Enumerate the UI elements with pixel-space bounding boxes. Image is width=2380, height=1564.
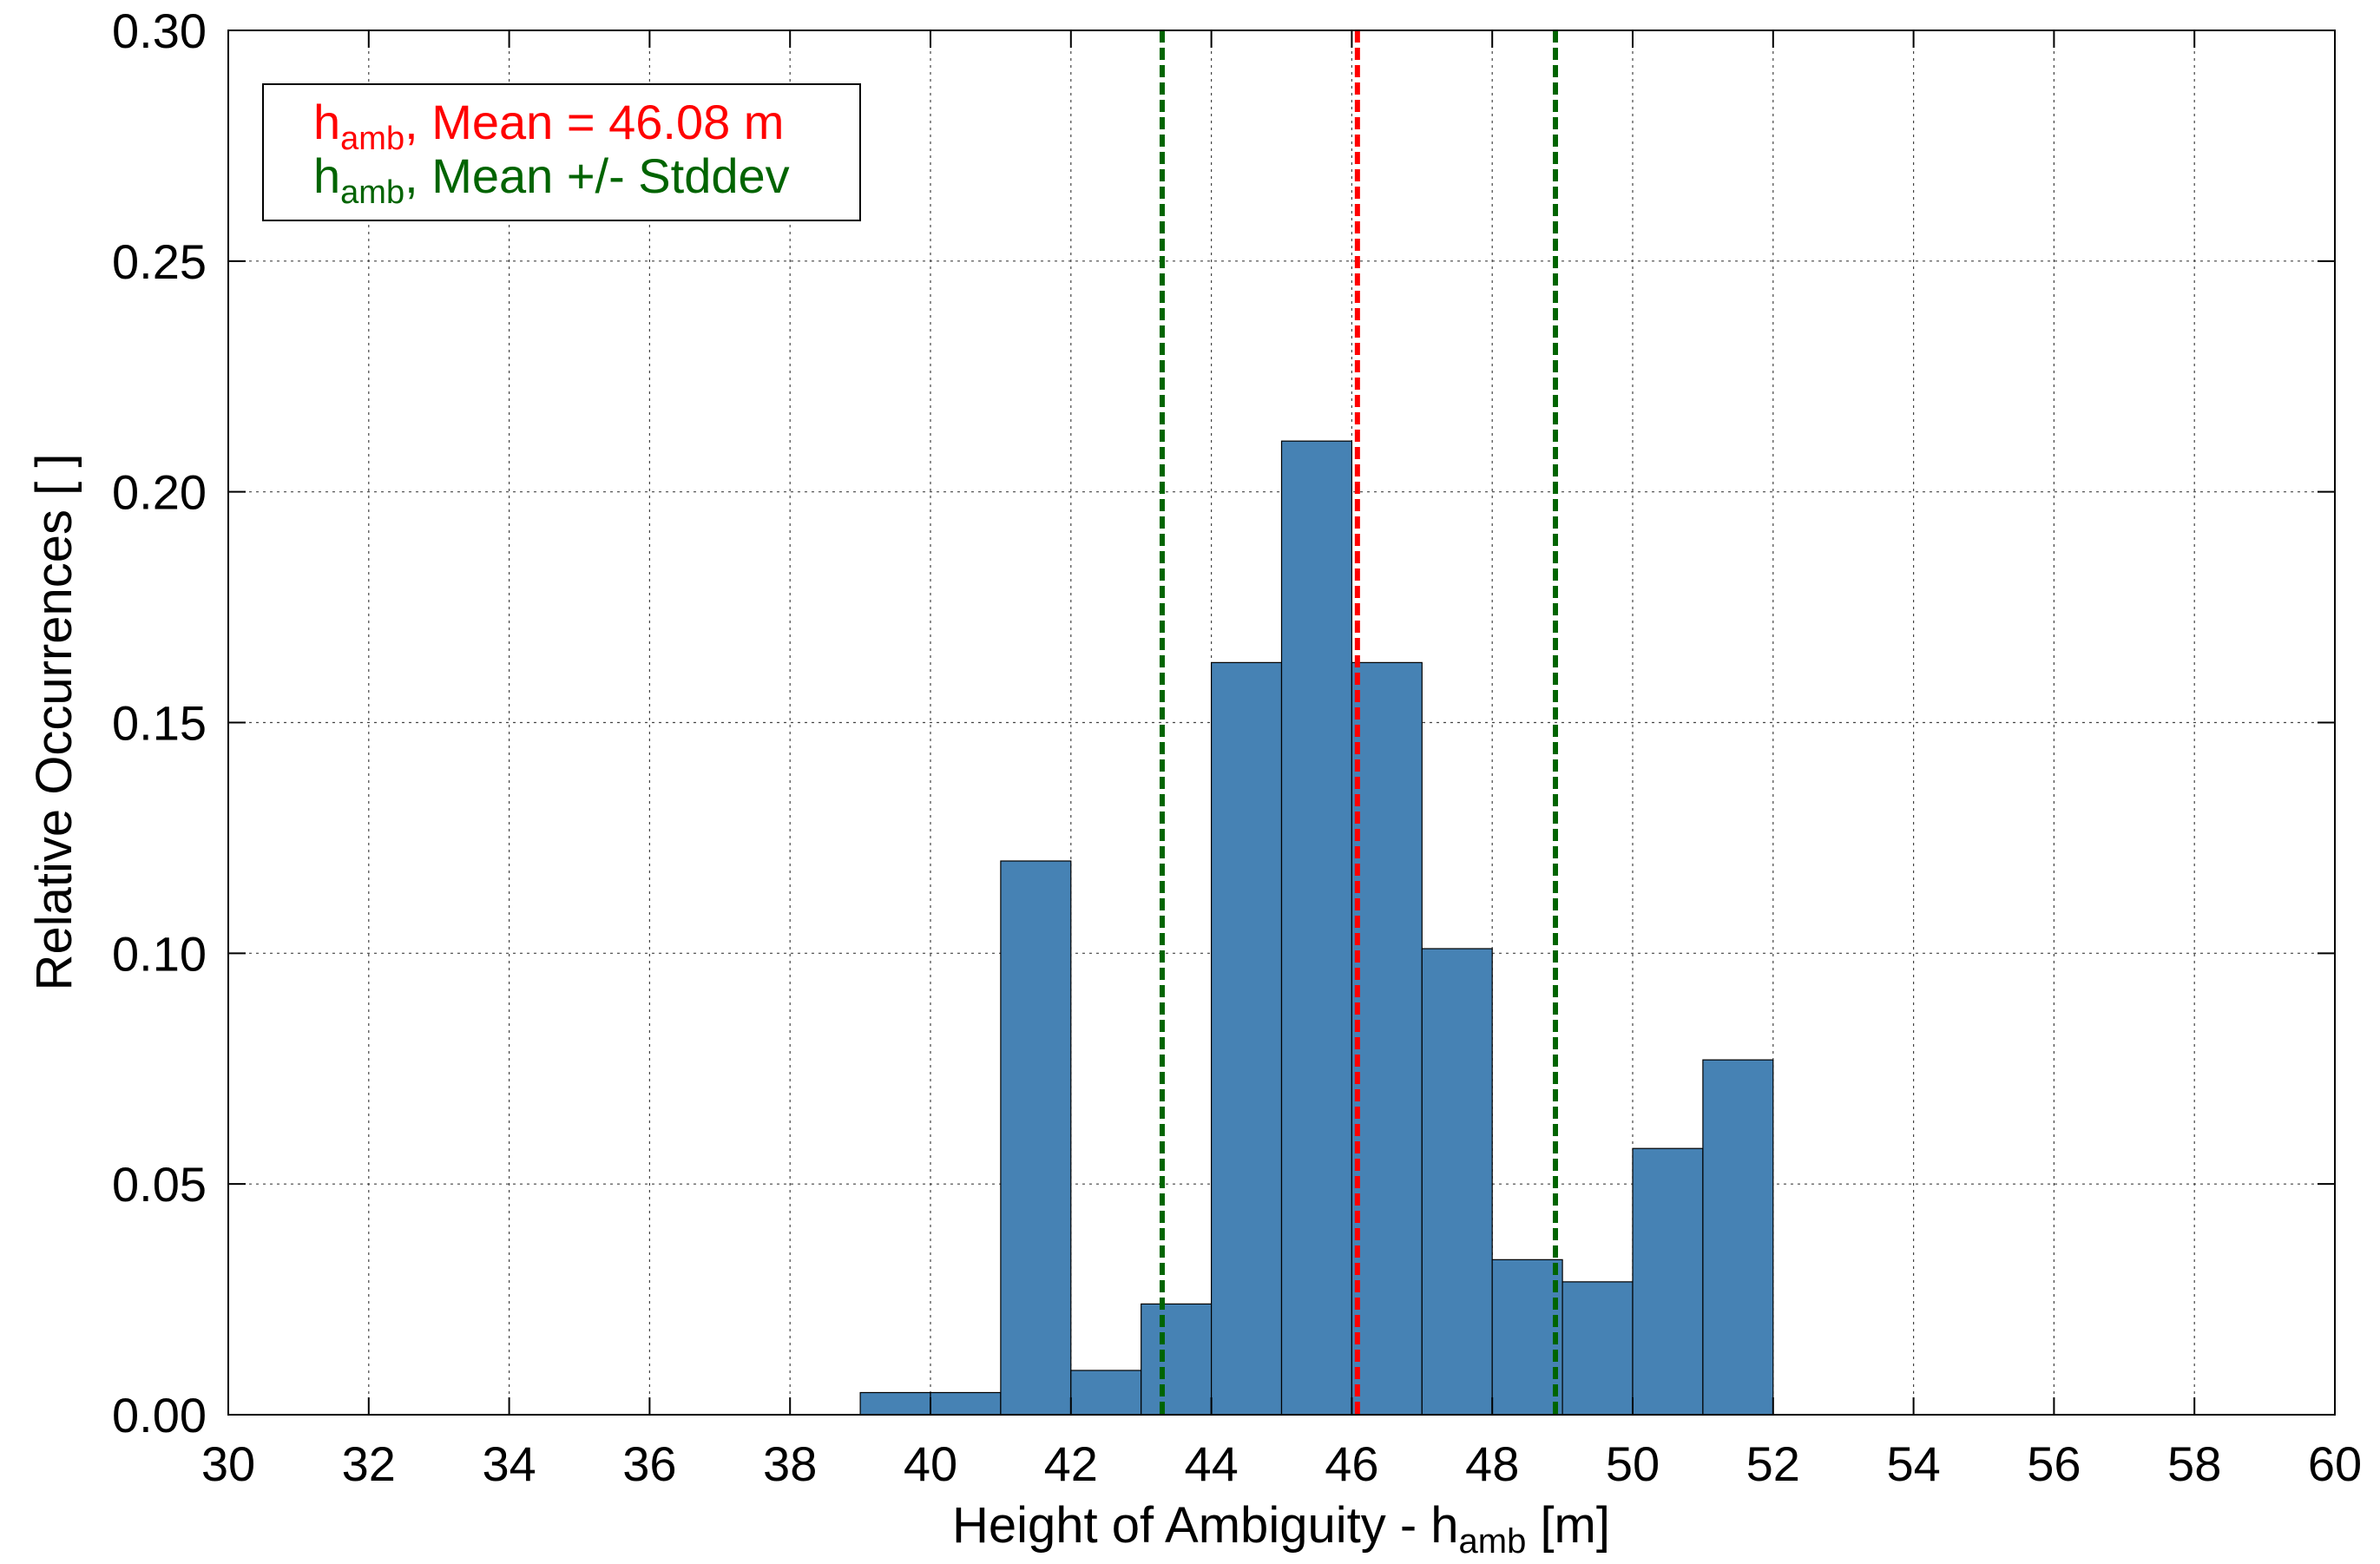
x-tick-label: 40 — [904, 1436, 957, 1491]
x-tick-label: 30 — [201, 1436, 255, 1491]
y-tick-label: 0.20 — [112, 465, 207, 520]
histogram-bars — [859, 440, 1774, 1416]
y-tick-label: 0.00 — [112, 1388, 207, 1442]
legend: hamb, Mean = 46.08 m hamb, Mean +/- Stdd… — [262, 83, 861, 221]
x-tick-label: 56 — [2027, 1436, 2081, 1491]
y-tick-label: 0.30 — [112, 3, 207, 58]
x-tick-label: 34 — [482, 1436, 536, 1491]
y-axis-title: Relative Occurrences [ ] — [26, 454, 82, 991]
x-tick-label: 44 — [1184, 1436, 1238, 1491]
x-tick-label: 38 — [763, 1436, 817, 1491]
legend-entry-stddev: hamb, Mean +/- Stddev — [313, 148, 790, 211]
histogram-bar — [859, 1391, 931, 1416]
x-tick-label: 46 — [1325, 1436, 1378, 1491]
x-tick-label: 54 — [1886, 1436, 1940, 1491]
histogram-bar — [1632, 1147, 1704, 1416]
histogram-bar — [1561, 1281, 1634, 1416]
legend-entry-mean: hamb, Mean = 46.08 m — [313, 95, 784, 157]
x-tick-label: 32 — [342, 1436, 396, 1491]
histogram-bar — [1210, 661, 1283, 1416]
x-tick-label: 58 — [2167, 1436, 2221, 1491]
histogram-bar — [1491, 1258, 1563, 1416]
histogram-bar — [1702, 1059, 1774, 1416]
y-tick-label: 0.10 — [112, 926, 207, 981]
y-tick-label: 0.25 — [112, 234, 207, 289]
histogram-bar — [1070, 1370, 1142, 1416]
histogram-bar — [1000, 860, 1072, 1416]
legend-box — [262, 83, 861, 221]
histogram-bar — [1351, 661, 1423, 1416]
histogram-bar — [1280, 440, 1353, 1416]
x-tick-labels: 30 32 34 36 38 40 42 44 46 48 50 52 54 56 58 60 — [201, 1436, 2362, 1491]
y-tick-label: 0.15 — [112, 696, 207, 751]
x-tick-label: 48 — [1465, 1436, 1519, 1491]
x-tick-label: 52 — [1746, 1436, 1800, 1491]
y-tick-label: 0.05 — [112, 1157, 207, 1212]
axis-ticks — [227, 30, 2336, 1416]
histogram-bar — [1141, 1303, 1213, 1416]
x-tick-label: 36 — [622, 1436, 676, 1491]
x-axis-title: Height of Ambiguity - hamb [m] — [952, 1497, 1610, 1561]
x-tick-label: 60 — [2308, 1436, 2362, 1491]
x-tick-label: 50 — [1606, 1436, 1660, 1491]
y-tick-labels: 0.00 0.05 0.10 0.15 0.20 0.25 0.30 — [112, 3, 207, 1442]
histogram-bar — [930, 1391, 1002, 1416]
histogram-bar — [1421, 948, 1493, 1416]
statistic-lines — [1159, 30, 1559, 1415]
x-tick-label: 42 — [1044, 1436, 1098, 1491]
